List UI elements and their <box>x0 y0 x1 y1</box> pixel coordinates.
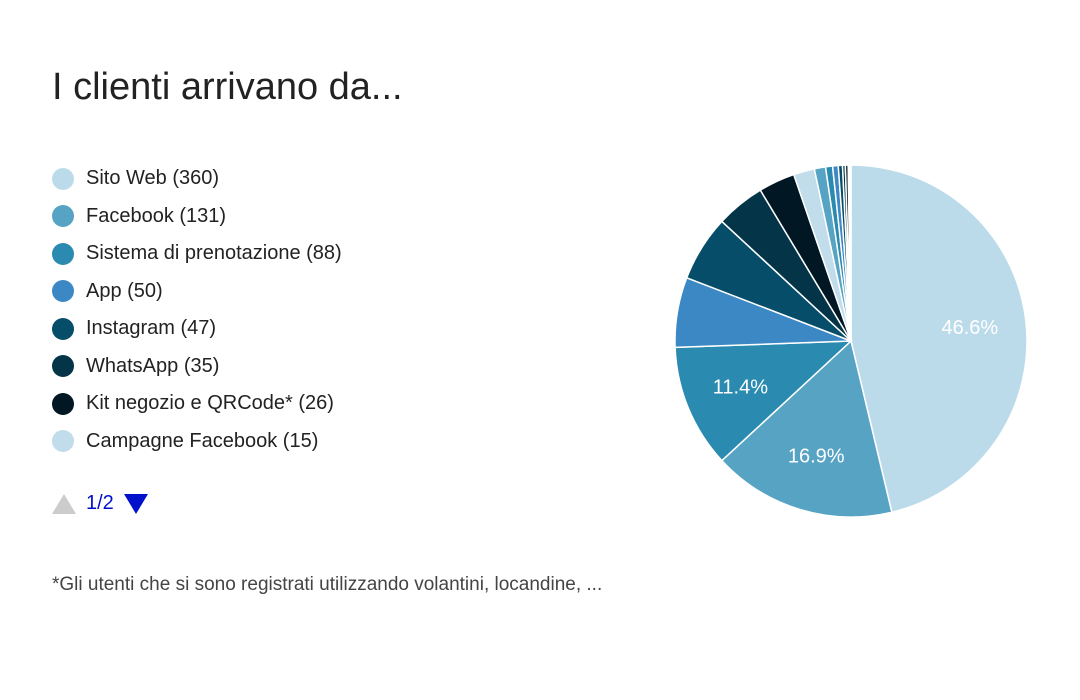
next-page-arrow-icon[interactable] <box>123 493 148 514</box>
legend-item[interactable]: Kit negozio e QRCode* (26) <box>52 385 342 423</box>
legend-pager: 1/2 <box>52 492 148 515</box>
legend: Sito Web (360) Facebook (131) Sistema di… <box>52 160 342 460</box>
legend-label: Instagram (47) <box>86 317 217 340</box>
page-indicator: 1/2 <box>86 492 114 514</box>
legend-item[interactable]: Facebook (131) <box>52 198 342 236</box>
pie-slice-label: 46.6% <box>942 317 999 339</box>
legend-label: Sito Web (360) <box>86 167 220 190</box>
pie-chart: 46.6% 16.9% 11.4% <box>674 164 1028 518</box>
legend-label: App (50) <box>86 279 163 302</box>
pie-slice-label: 16.9% <box>788 446 845 468</box>
legend-label: Campagne Facebook (15) <box>86 429 319 452</box>
legend-item[interactable]: Sito Web (360) <box>52 160 342 198</box>
pie-slice[interactable] <box>850 164 1028 514</box>
legend-swatch <box>52 280 74 303</box>
legend-swatch <box>52 317 74 340</box>
legend-item[interactable]: Instagram (47) <box>52 310 342 348</box>
previous-page-arrow-icon <box>52 493 76 514</box>
legend-label: Facebook (131) <box>86 204 227 227</box>
legend-item[interactable]: Sistema di prenotazione (88) <box>52 235 342 273</box>
legend-label: WhatsApp (35) <box>86 354 220 377</box>
legend-item[interactable]: WhatsApp (35) <box>52 348 342 386</box>
footnote: *Gli utenti che si sono registrati utili… <box>52 574 603 595</box>
pie-slice[interactable] <box>848 164 852 342</box>
legend-swatch <box>52 430 74 453</box>
legend-label: Sistema di prenotazione (88) <box>86 242 342 265</box>
legend-item[interactable]: App (50) <box>52 273 342 311</box>
legend-label: Kit negozio e QRCode* (26) <box>86 392 334 415</box>
pie-slice[interactable] <box>674 340 853 462</box>
legend-swatch <box>52 167 74 190</box>
pie-slice[interactable] <box>720 339 893 518</box>
chart-title: I clienti arrivano da... <box>52 66 403 108</box>
legend-swatch <box>52 242 74 265</box>
pie-slice-label: 11.4% <box>713 377 768 399</box>
legend-swatch <box>52 205 74 228</box>
legend-swatch <box>52 355 74 378</box>
legend-item[interactable]: Campagne Facebook (15) <box>52 423 342 461</box>
legend-swatch <box>52 392 74 415</box>
